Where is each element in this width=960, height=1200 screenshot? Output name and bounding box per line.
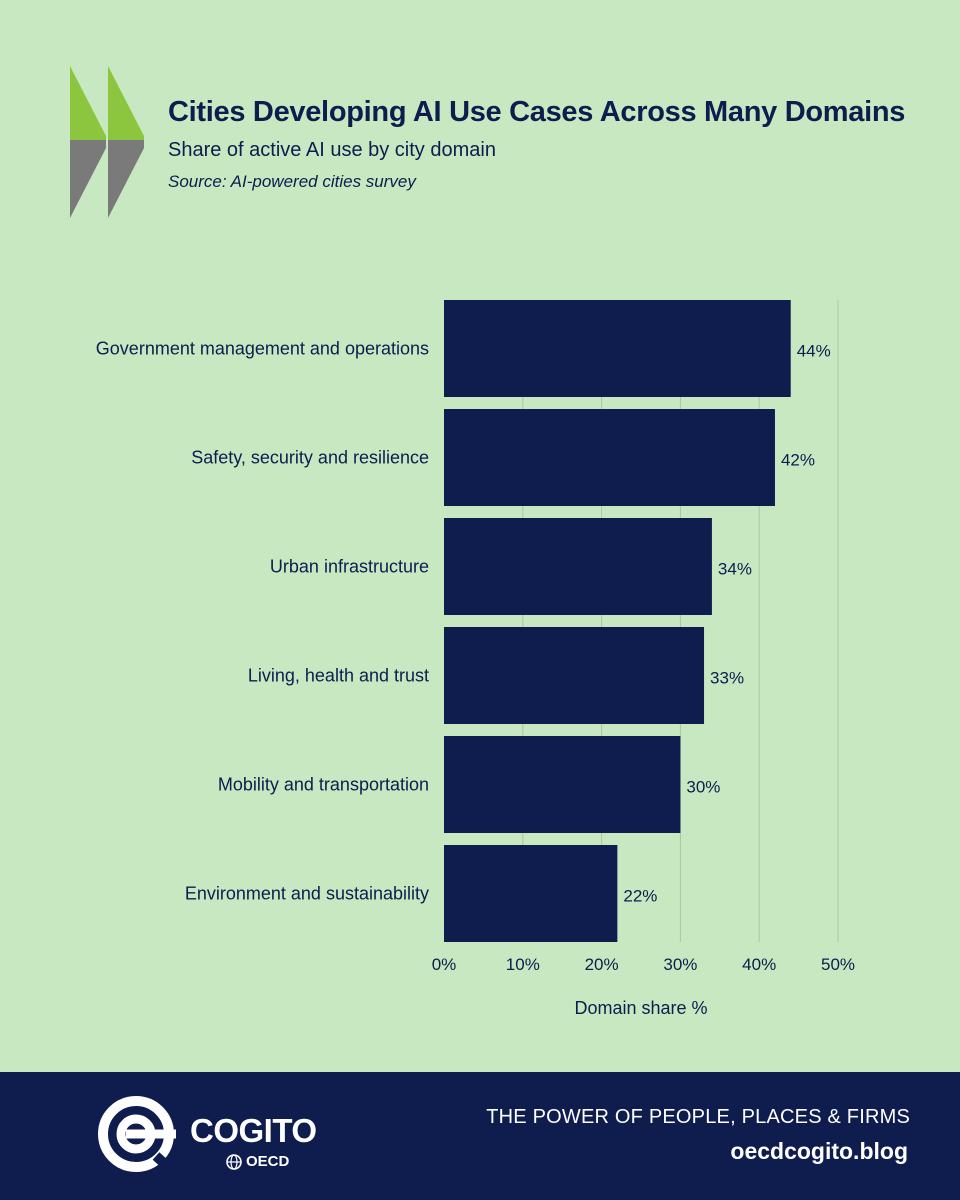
x-tick-label: 40% [742, 955, 776, 974]
x-tick-label: 0% [432, 955, 457, 974]
category-label: Living, health and trust [248, 666, 429, 686]
cogito-logo-icon [98, 1096, 176, 1174]
x-tick-label: 30% [663, 955, 697, 974]
chart-source: Source: AI-powered cities survey [168, 172, 416, 191]
category-label: Environment and sustainability [185, 884, 429, 904]
x-tick-label: 50% [821, 955, 855, 974]
bar [444, 518, 712, 615]
value-label: 30% [686, 778, 720, 797]
bar [444, 409, 775, 506]
chart-title: Cities Developing AI Use Cases Across Ma… [168, 96, 906, 128]
chart-subtitle: Share of active AI use by city domain [168, 139, 496, 161]
bar [444, 627, 705, 724]
oecd-chevron-logo-icon [70, 66, 144, 218]
category-label: Safety, security and resilience [191, 448, 429, 468]
bar-chart: Government management and operations 44% S… [96, 300, 855, 1018]
value-label: 34% [718, 560, 752, 579]
category-label: Mobility and transportation [218, 775, 429, 795]
x-axis-title: Domain share % [574, 998, 707, 1018]
value-label: 22% [623, 887, 657, 906]
value-label: 44% [797, 342, 831, 361]
site-url[interactable]: oecdcogito.blog [730, 1138, 908, 1164]
value-label: 42% [781, 451, 815, 470]
footer: COGITO OECD THE POWER OF PEOPLE, PLACES … [0, 1072, 960, 1200]
bar [444, 300, 791, 397]
category-label: Urban infrastructure [270, 557, 429, 577]
globe-icon [226, 1154, 242, 1170]
x-tick-label: 20% [585, 955, 619, 974]
value-label: 33% [710, 669, 744, 688]
brand-name: COGITO [190, 1112, 317, 1149]
tagline: THE POWER OF PEOPLE, PLACES & FIRMS [486, 1106, 910, 1128]
brand-sub: OECD [246, 1153, 290, 1170]
x-tick-label: 10% [506, 955, 540, 974]
bar [444, 845, 618, 942]
bar [444, 736, 681, 833]
category-label: Government management and operations [96, 339, 429, 359]
